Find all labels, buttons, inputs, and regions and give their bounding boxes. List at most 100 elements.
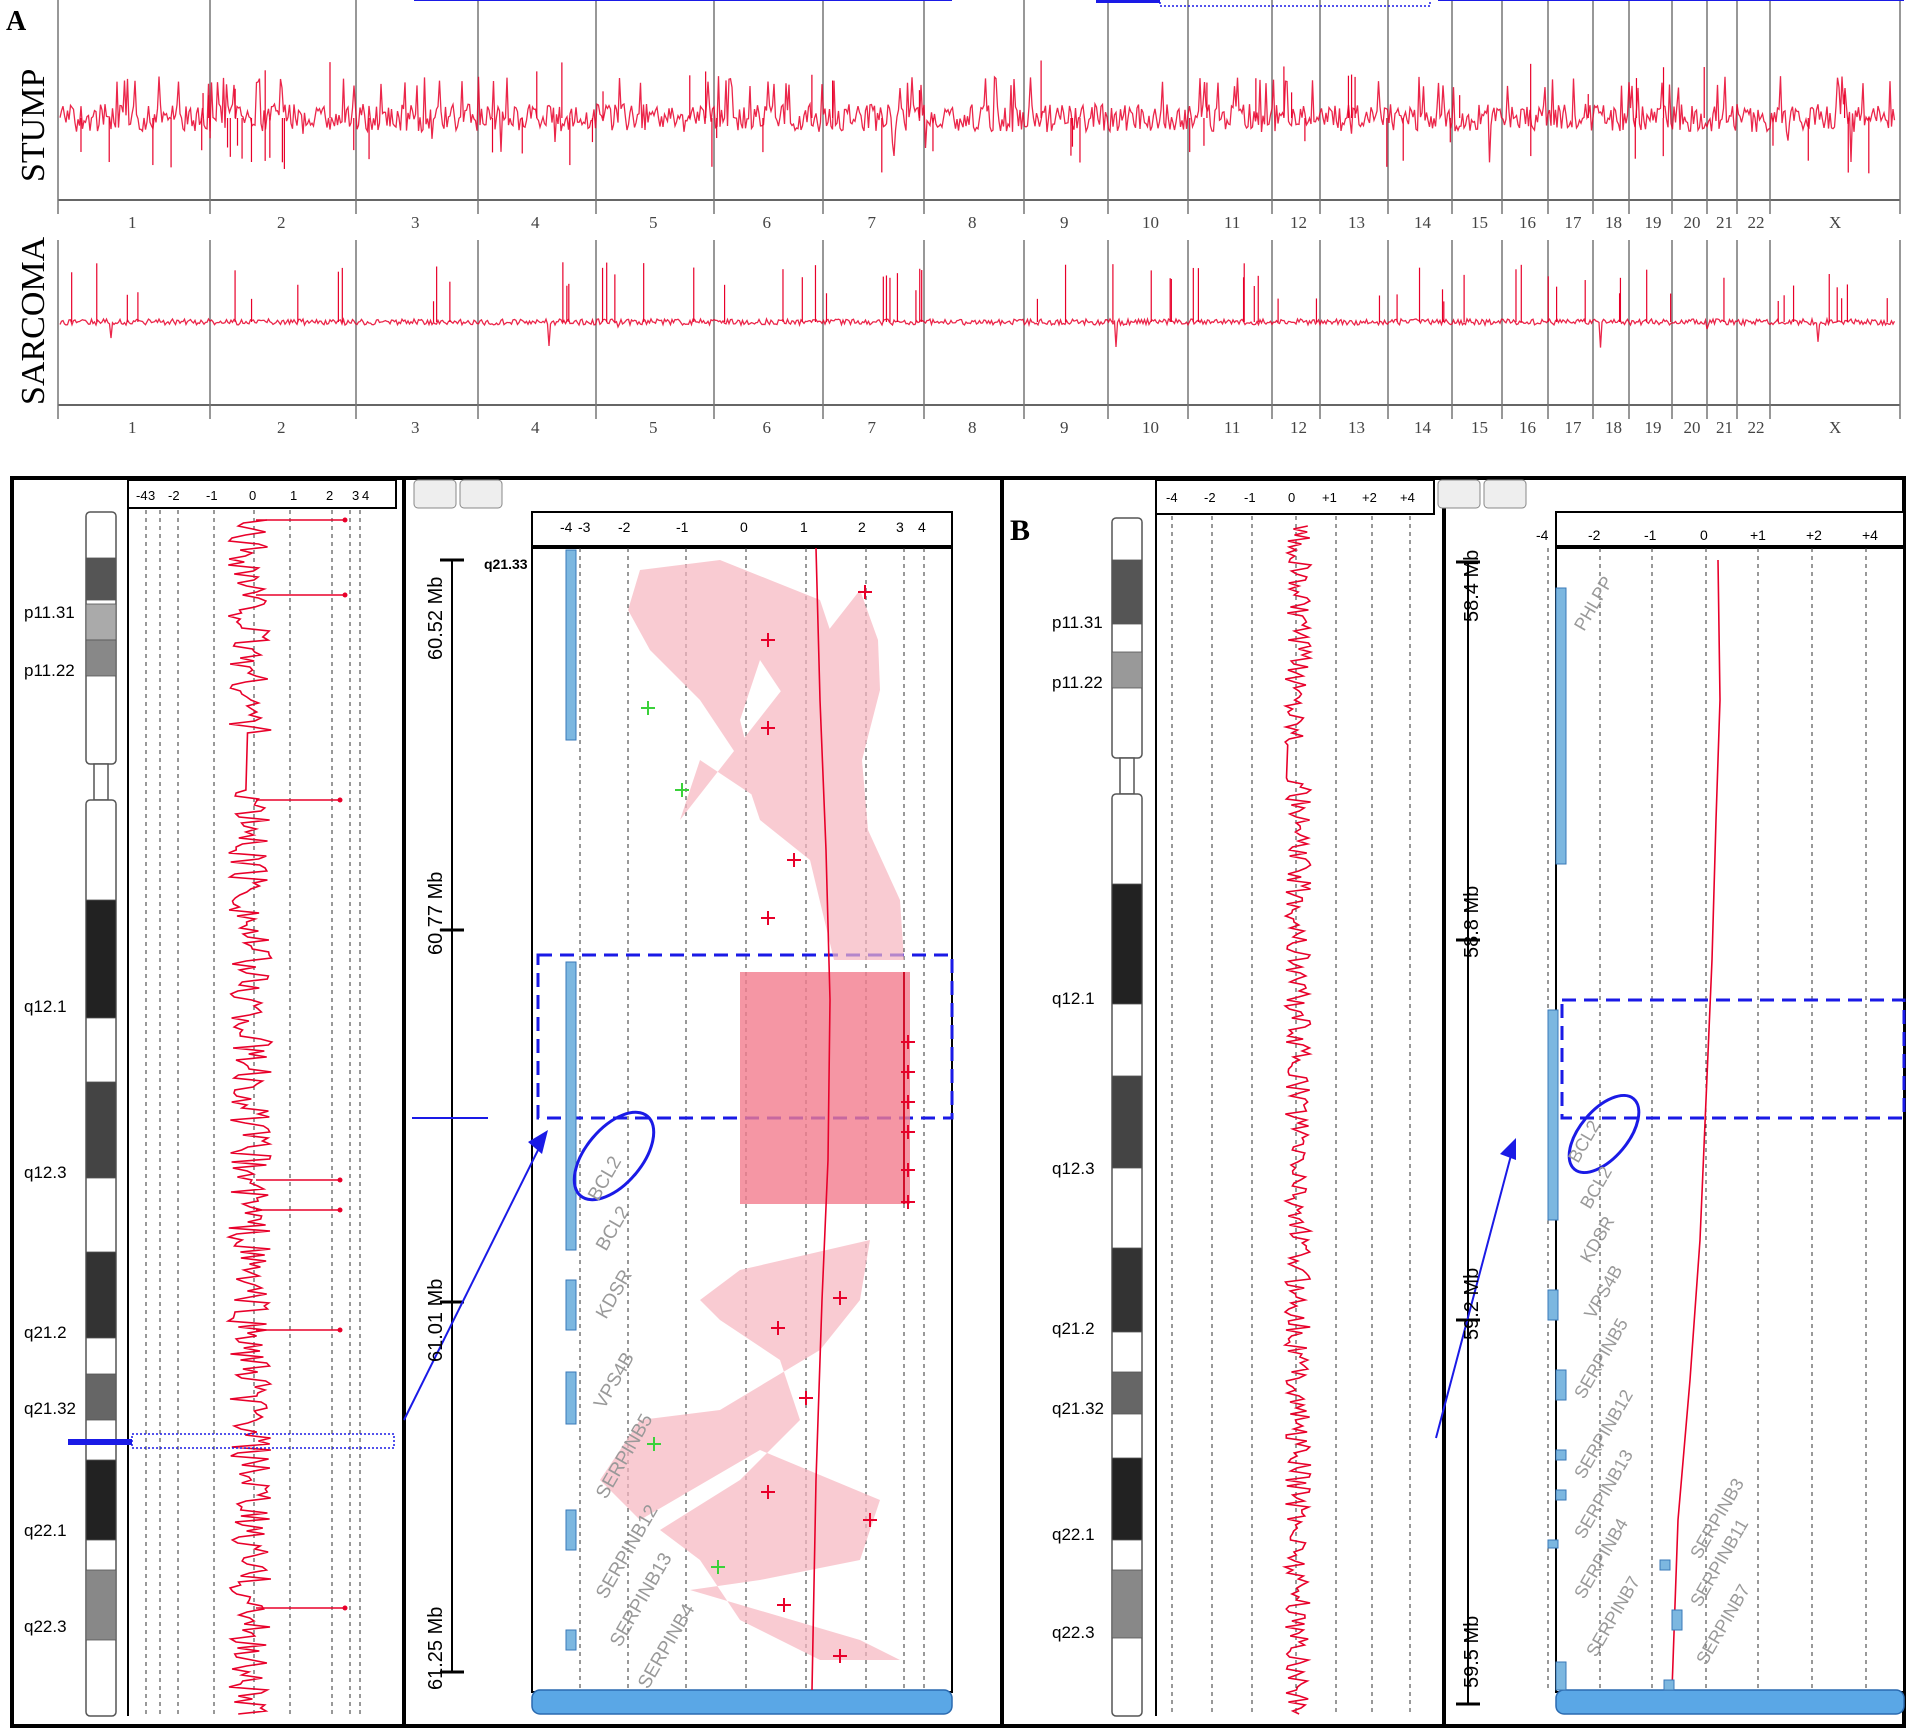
chromosome-label: 12 [1290, 418, 1307, 437]
tool-button [1483, 479, 1527, 509]
gene-bar [1547, 1009, 1559, 1221]
axis-tick: 0 [249, 488, 256, 503]
axis-tick: 0 [1288, 490, 1295, 505]
gene-bar [1555, 1489, 1567, 1501]
chromosome-label: 13 [1348, 418, 1365, 437]
axis-tick: -1 [206, 488, 218, 503]
ideogram-band [1111, 883, 1143, 1005]
band-label: q21.32 [1052, 1399, 1104, 1418]
axis-tick: 0 [740, 519, 748, 535]
axis-tick: -4 [1536, 527, 1549, 543]
chromosome-label: 22 [1748, 213, 1765, 232]
signal-point [337, 1207, 343, 1213]
axis-tick: -2 [1204, 490, 1216, 505]
chromosome-label: 8 [968, 213, 977, 232]
ideogram-band [1111, 1457, 1143, 1541]
band-label: p11.22 [24, 661, 75, 680]
chromosome-label: 17 [1565, 418, 1583, 437]
signal-point [342, 1605, 348, 1611]
signal-point [337, 1327, 343, 1333]
mb-label: 60.77 Mb [425, 872, 447, 955]
chromosome-label: 9 [1060, 213, 1069, 232]
overview-plot-right [1096, 0, 1446, 1726]
overview-signal [1281, 525, 1314, 1715]
gene-bar [565, 1371, 577, 1425]
confidence-band [600, 1240, 900, 1660]
panel-a-letter: A [6, 6, 27, 37]
chromosome-label: 1 [128, 213, 137, 232]
axis-tick: -4 [136, 488, 148, 503]
mb-label: 59.5 Mb [1461, 1616, 1483, 1688]
chromosome-label: 6 [763, 213, 772, 232]
zoom-axis-box [531, 511, 953, 547]
chromosome-label: 14 [1414, 213, 1432, 232]
band-label: q12.3 [1052, 1159, 1095, 1178]
chromosome-label: 7 [868, 418, 877, 437]
band-label: p11.22 [1052, 673, 1103, 692]
centromere [93, 763, 109, 801]
tool-button [413, 479, 457, 509]
axis-tick: 2 [326, 488, 333, 503]
band-label: q22.3 [24, 1617, 67, 1636]
chromosome-label: 6 [763, 418, 772, 437]
chromosome-label: 7 [868, 213, 877, 232]
chromosome-label: 4 [531, 418, 540, 437]
band-label: q12.1 [1052, 989, 1095, 1008]
chromosome-label: 20 [1684, 418, 1701, 437]
chromosome-label: 11 [1224, 213, 1240, 232]
axis-tick: 1 [800, 519, 808, 535]
zoom-panel-left [403, 0, 954, 1715]
ideogram-band [1111, 1569, 1143, 1639]
ideogram-band [85, 1081, 117, 1179]
ideogram-band [1111, 1247, 1143, 1333]
bcl2-circle [1567, 1094, 1641, 1174]
axis-tick: +2 [1362, 490, 1377, 505]
ideogram-band [85, 1373, 117, 1421]
chromosome-ideogram-right [1111, 517, 1143, 1717]
axis-tick: -1 [676, 519, 689, 535]
chromosome-label: 15 [1471, 418, 1488, 437]
horizontal-scrollbar [1555, 1689, 1905, 1715]
track-label-stump: STUMP [15, 69, 52, 182]
ideogram-band [1111, 1371, 1143, 1415]
band-label: p11.31 [24, 603, 75, 622]
chromosome-label: 15 [1471, 213, 1488, 232]
tool-button [459, 479, 503, 509]
axis-tick: 3 [148, 488, 155, 503]
ideogram-band [1111, 559, 1143, 625]
chromosome-label: 10 [1142, 418, 1159, 437]
zoom-frame [1555, 547, 1905, 1693]
amplified-region [740, 972, 910, 1204]
tool-button [1437, 479, 1481, 509]
chromosome-label: 14 [1414, 418, 1432, 437]
gene-bar [1547, 1539, 1559, 1549]
chromosome-label: 18 [1605, 418, 1622, 437]
mb-label: 58.8 Mb [1461, 886, 1483, 958]
chromosome-label: 2 [277, 418, 286, 437]
gene-bar [1671, 1609, 1683, 1631]
mb-label: 60.52 Mb [425, 577, 447, 660]
axis-tick: +1 [1750, 527, 1766, 543]
band-label: q22.1 [24, 1521, 67, 1540]
signal-point [337, 1177, 343, 1183]
chromosome-label: 20 [1684, 213, 1701, 232]
axis-tick: -4 [1166, 490, 1178, 505]
mb-label: 59.2 Mb [1461, 1268, 1483, 1340]
signal-point [342, 517, 348, 523]
gene-bar [565, 1509, 577, 1551]
gene-bar [1555, 587, 1567, 865]
arrow-head [528, 1130, 548, 1154]
ideogram-band [85, 899, 117, 1019]
confidence-band [628, 560, 904, 960]
chromosome-label: 11 [1224, 418, 1240, 437]
zoom-arrow [1435, 1143, 1515, 1439]
band-label: q12.3 [24, 1163, 67, 1182]
gene-bar [1555, 1449, 1567, 1461]
axis-tick: -4 [560, 519, 573, 535]
chromosome-label: 9 [1060, 418, 1069, 437]
ideogram-band [1111, 1075, 1143, 1169]
gene-bar [1555, 1369, 1567, 1401]
chromosome-label: 4 [531, 213, 540, 232]
chromosome-label: 10 [1142, 213, 1159, 232]
axis-tick: -2 [168, 488, 180, 503]
